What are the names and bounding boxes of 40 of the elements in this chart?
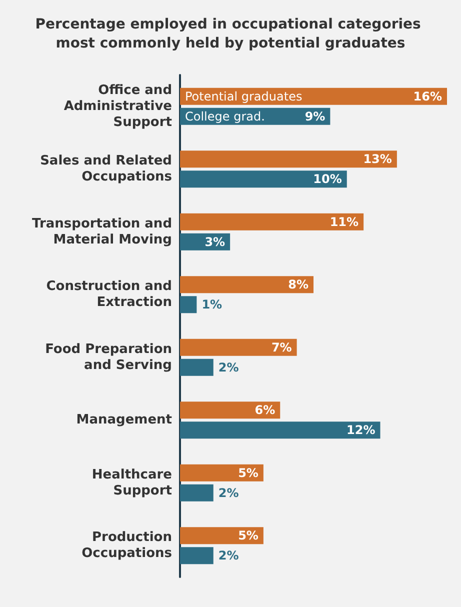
bar [180,402,280,419]
y-tick-label: Food Preparation and Serving [45,342,172,373]
data-label: 2% [218,360,239,374]
bar [180,213,364,230]
bar [180,170,347,188]
bar [180,527,264,544]
bar [180,338,297,356]
bar [180,296,197,314]
bar [180,358,214,376]
data-label: 8% [288,278,308,292]
data-label: 5% [238,466,258,480]
bar [180,464,264,482]
y-tick-label: Construction and Extraction [46,279,172,310]
data-label: 2% [218,486,239,500]
data-label: 11% [330,214,359,229]
data-label: 9% [304,109,326,124]
data-label: 10% [313,172,342,186]
data-label: 3% [204,234,226,249]
y-tick-label: Sales and Related Occupations [40,154,172,185]
y-tick-label: Management [76,412,172,428]
data-label: 16% [413,89,442,104]
y-tick-label: Office and Administrative Support [64,82,172,130]
series-label: College grad. [185,109,265,124]
data-label: 2% [218,548,239,563]
data-label: 1% [202,298,222,312]
bar [180,484,214,502]
bar [180,276,314,294]
y-tick-label: Production Occupations [82,530,172,562]
data-label: 5% [238,528,258,543]
bar [180,422,380,439]
data-label: 12% [346,423,376,438]
bar [180,150,397,168]
y-tick-label: Transportation and Material Moving [32,216,172,248]
bar [180,547,214,564]
y-tick-label: Healthcare Support [92,467,172,498]
series-label: Potential graduates [185,89,302,104]
chart-title: Percentage employed in occupational categories most commonly held by potential graduates [35,16,426,52]
data-label: 13% [363,152,392,166]
data-label: 6% [254,403,276,418]
data-label: 7% [271,340,292,354]
